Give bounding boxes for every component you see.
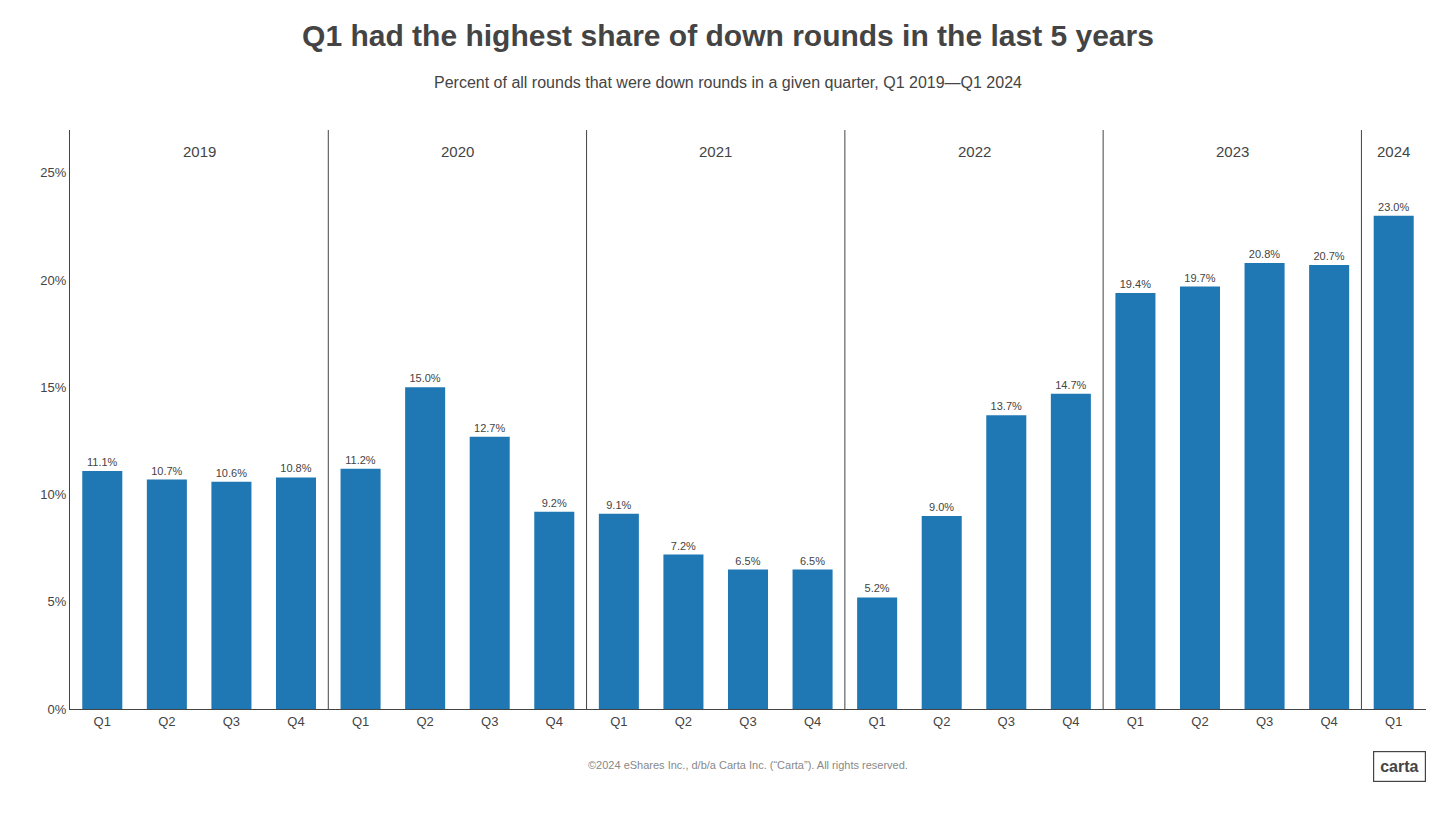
svg-text:Q1: Q1 (610, 714, 627, 729)
svg-text:11.1%: 11.1% (87, 456, 118, 468)
svg-text:Q4: Q4 (804, 714, 821, 729)
svg-text:Q3: Q3 (481, 714, 498, 729)
svg-text:0%: 0% (48, 702, 67, 717)
svg-text:10.7%: 10.7% (151, 465, 182, 477)
svg-text:Q3: Q3 (998, 714, 1015, 729)
svg-text:19.7%: 19.7% (1184, 272, 1215, 284)
svg-text:6.5%: 6.5% (735, 555, 760, 567)
svg-text:5.2%: 5.2% (864, 582, 889, 594)
svg-text:Q1: Q1 (352, 714, 369, 729)
svg-text:2024: 2024 (1377, 143, 1410, 160)
svg-text:©2024 eShares Inc., d/b/a Cart: ©2024 eShares Inc., d/b/a Carta Inc. (“C… (588, 759, 908, 771)
svg-text:Q1: Q1 (868, 714, 885, 729)
svg-text:19.4%: 19.4% (1120, 278, 1151, 290)
svg-text:9.0%: 9.0% (929, 501, 954, 513)
svg-text:Q2: Q2 (933, 714, 950, 729)
svg-text:10.8%: 10.8% (280, 462, 311, 474)
svg-text:2023: 2023 (1216, 143, 1249, 160)
svg-text:Q2: Q2 (675, 714, 692, 729)
svg-text:15%: 15% (40, 380, 66, 395)
svg-text:2022: 2022 (958, 143, 991, 160)
svg-text:Q2: Q2 (1191, 714, 1208, 729)
svg-text:Q3: Q3 (223, 714, 240, 729)
svg-text:Q2: Q2 (416, 714, 433, 729)
svg-text:10%: 10% (40, 487, 66, 502)
svg-text:20.7%: 20.7% (1313, 250, 1344, 262)
svg-text:9.2%: 9.2% (542, 497, 567, 509)
svg-text:Q3: Q3 (739, 714, 756, 729)
svg-text:Q4: Q4 (1062, 714, 1079, 729)
svg-text:Q4: Q4 (546, 714, 563, 729)
svg-text:Q3: Q3 (1256, 714, 1273, 729)
svg-text:10.6%: 10.6% (216, 467, 247, 479)
svg-text:23.0%: 23.0% (1378, 201, 1409, 213)
svg-text:Q1: Q1 (94, 714, 111, 729)
svg-text:Q1 had the highest share of do: Q1 had the highest share of down rounds … (302, 19, 1154, 52)
svg-text:2021: 2021 (699, 143, 732, 160)
svg-text:14.7%: 14.7% (1055, 379, 1086, 391)
svg-text:20.8%: 20.8% (1249, 248, 1280, 260)
svg-text:Percent of all rounds that wer: Percent of all rounds that were down rou… (434, 74, 1022, 91)
svg-text:Q2: Q2 (158, 714, 175, 729)
svg-text:2020: 2020 (441, 143, 474, 160)
svg-text:11.2%: 11.2% (345, 454, 376, 466)
svg-text:Q1: Q1 (1127, 714, 1144, 729)
svg-text:2019: 2019 (183, 143, 216, 160)
svg-text:Q1: Q1 (1385, 714, 1402, 729)
svg-text:15.0%: 15.0% (409, 372, 440, 384)
svg-text:20%: 20% (40, 273, 66, 288)
svg-text:Q4: Q4 (1320, 714, 1337, 729)
svg-text:6.5%: 6.5% (800, 555, 825, 567)
svg-text:carta: carta (1380, 758, 1418, 775)
svg-text:Q4: Q4 (287, 714, 304, 729)
svg-text:9.1%: 9.1% (606, 499, 631, 511)
svg-text:12.7%: 12.7% (474, 422, 505, 434)
svg-text:7.2%: 7.2% (671, 540, 696, 552)
svg-text:5%: 5% (48, 594, 67, 609)
svg-text:13.7%: 13.7% (991, 400, 1022, 412)
svg-text:25%: 25% (40, 165, 66, 180)
